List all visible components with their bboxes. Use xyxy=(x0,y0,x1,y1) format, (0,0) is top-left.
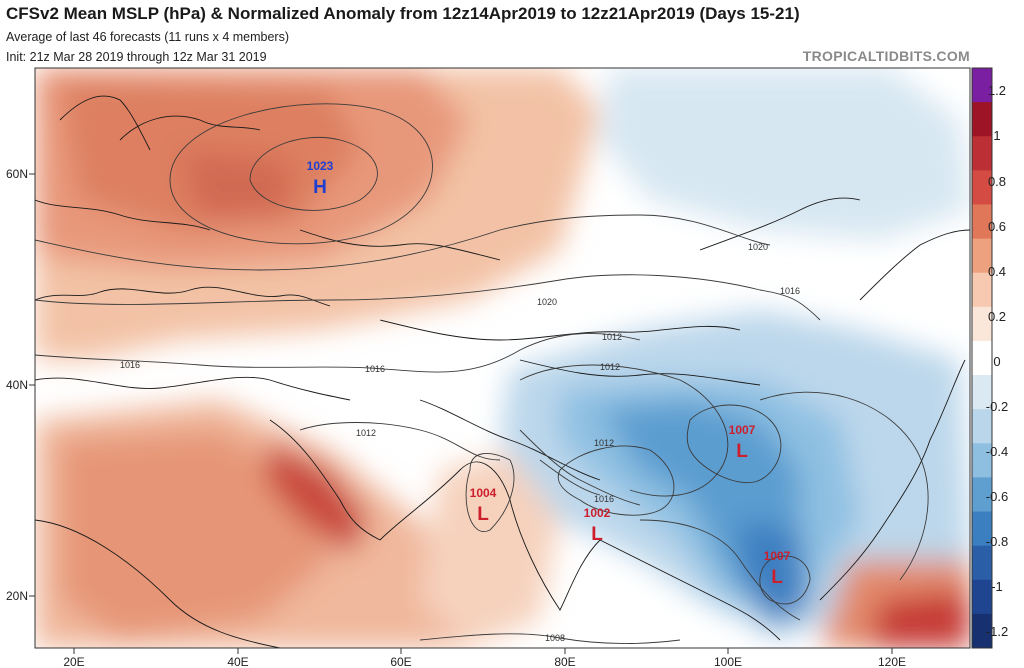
high-pressure-center: 1023 H xyxy=(307,159,334,198)
colorbar-label: 1.2 xyxy=(988,83,1006,98)
low-pressure-marker: L xyxy=(591,524,603,545)
lon-label: 100E xyxy=(714,655,742,668)
colorbar-label: 0.4 xyxy=(988,264,1006,279)
low-pressure-value: 1007 xyxy=(729,423,756,437)
lon-label: 20E xyxy=(63,655,84,668)
low-pressure-value: 1004 xyxy=(470,486,497,500)
colorbar-swatch xyxy=(972,579,992,615)
colorbar-label: 0.2 xyxy=(988,309,1006,324)
isobar-label: 1020 xyxy=(748,242,768,252)
isobar-label: 1012 xyxy=(356,428,376,438)
colorbar-label: 0 xyxy=(993,354,1000,369)
colorbar-label: -0.6 xyxy=(986,489,1008,504)
isobar-label: 1016 xyxy=(594,494,614,504)
lat-label: 60N xyxy=(6,167,28,181)
isobar-labels: 1020 1016 1016 1016 1012 1012 1012 1016 … xyxy=(120,242,800,643)
colorbar-swatch xyxy=(972,613,992,649)
lon-label: 80E xyxy=(554,655,575,668)
map-subtitle-init: Init: 21z Mar 28 2019 through 12z Mar 31… xyxy=(6,50,267,64)
high-pressure-marker: H xyxy=(313,177,327,198)
isobar-label: 1008 xyxy=(545,633,565,643)
low-pressure-marker: L xyxy=(477,504,489,525)
colorbar-swatch xyxy=(972,170,992,205)
isobar-label: 1016 xyxy=(365,364,385,374)
colorbar-label: 1 xyxy=(993,128,1000,143)
isobar-label: 1020 xyxy=(537,297,557,307)
map-title: CFSv2 Mean MSLP (hPa) & Normalized Anoma… xyxy=(6,4,800,23)
latitude-axis: 60N 40N 20N xyxy=(6,167,35,603)
isobar-label: 1012 xyxy=(600,362,620,372)
colorbar-swatch xyxy=(972,477,992,513)
colorbar-swatch xyxy=(972,306,992,342)
lon-label: 40E xyxy=(227,655,248,668)
colorbar-swatch xyxy=(972,409,992,444)
colorbar-swatch xyxy=(972,204,992,240)
lon-label: 120E xyxy=(878,655,906,668)
colorbar-label: 0.6 xyxy=(988,219,1006,234)
colorbar-swatch xyxy=(972,102,992,137)
colorbar-label: -0.8 xyxy=(986,534,1008,549)
low-pressure-marker: L xyxy=(736,441,748,462)
colorbar-swatch xyxy=(972,68,992,103)
colorbar-labels: 1.2 1 0.8 0.6 0.4 0.2 0 -0.2 -0.4 -0.6 -… xyxy=(986,83,1008,639)
coastlines xyxy=(35,95,970,648)
colorbar-swatch xyxy=(972,136,992,171)
low-pressure-value: 1002 xyxy=(584,506,611,520)
low-pressure-center: 1007 L xyxy=(764,549,791,588)
colorbar-swatch xyxy=(972,443,992,478)
lon-label: 60E xyxy=(390,655,411,668)
source-credit: TROPICALTIDBITS.COM xyxy=(802,48,970,64)
map-frame xyxy=(34,67,971,649)
colorbar-swatch xyxy=(972,545,992,581)
colorbar-swatch xyxy=(972,272,992,308)
isobar-label: 1012 xyxy=(602,332,622,342)
isobar-label: 1016 xyxy=(120,360,140,370)
colorbar-label: -0.4 xyxy=(986,444,1008,459)
lat-label: 20N xyxy=(6,589,28,603)
isobars xyxy=(35,103,929,644)
colorbar-swatch xyxy=(972,511,992,547)
anomaly-colorbar xyxy=(971,67,993,649)
colorbar-label: -0.2 xyxy=(986,399,1008,414)
anomaly-shading xyxy=(35,68,970,648)
colorbar-label: -1 xyxy=(991,579,1003,594)
colorbar-swatch xyxy=(972,340,992,376)
lat-label: 40N xyxy=(6,378,28,392)
low-pressure-center: 1007 L xyxy=(729,423,756,462)
colorbar-label: -1.2 xyxy=(986,624,1008,639)
low-pressure-center: 1002 L xyxy=(584,506,611,545)
isobar-label: 1016 xyxy=(780,286,800,296)
colorbar-label: 0.8 xyxy=(988,174,1006,189)
low-pressure-center: 1004 L xyxy=(470,486,497,525)
low-pressure-value: 1007 xyxy=(764,549,791,563)
colorbar-swatch xyxy=(972,375,992,410)
low-pressure-marker: L xyxy=(771,567,783,588)
map-subtitle-members: Average of last 46 forecasts (11 runs x … xyxy=(6,30,289,44)
isobar-label: 1012 xyxy=(594,438,614,448)
colorbar-frame xyxy=(971,67,993,649)
longitude-axis: 20E 40E 60E 80E 100E 120E xyxy=(63,648,906,668)
high-pressure-value: 1023 xyxy=(307,159,334,173)
colorbar-swatch xyxy=(972,238,992,274)
